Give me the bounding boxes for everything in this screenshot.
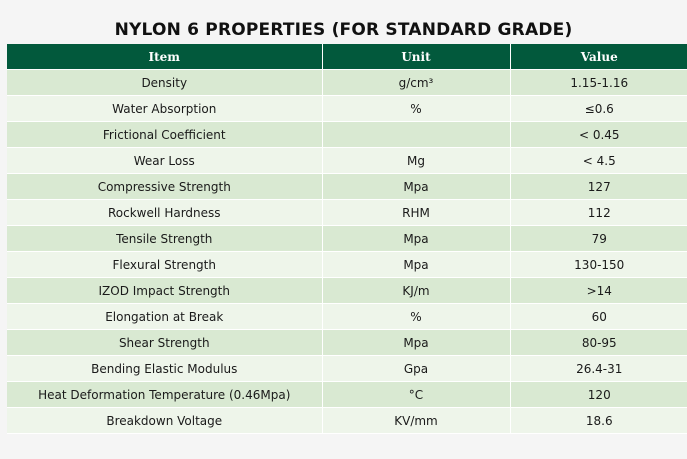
cell-value: >14 — [510, 277, 687, 304]
cell-unit: % — [322, 303, 511, 330]
table-row: IZOD Impact Strength KJ/m >14 — [7, 277, 687, 304]
cell-value: 1.15-1.16 — [510, 69, 687, 96]
cell-item: Flexural Strength — [7, 251, 323, 278]
cell-item: Bending Elastic Modulus — [7, 355, 323, 382]
table-header-row: Item Unit Value — [7, 44, 687, 70]
page-title: NYLON 6 PROPERTIES (FOR STANDARD GRADE) — [114, 20, 573, 41]
table-row: Tensile Strength Mpa 79 — [7, 225, 687, 252]
table-row: Frictional Coefficient < 0.45 — [7, 121, 687, 148]
cell-unit: % — [322, 95, 511, 122]
cell-unit: Mpa — [322, 173, 511, 200]
cell-value: < 0.45 — [510, 121, 687, 148]
table-row: Wear Loss Mg < 4.5 — [7, 147, 687, 174]
cell-value: 127 — [510, 173, 687, 200]
table-row: Density g/cm³ 1.15-1.16 — [7, 69, 687, 96]
cell-unit: Mpa — [322, 225, 511, 252]
cell-item: Water Absorption — [7, 95, 323, 122]
cell-value: 60 — [510, 303, 687, 330]
table-row: Flexural Strength Mpa 130-150 — [7, 251, 687, 278]
table-row: Heat Deformation Temperature (0.46Mpa) °… — [7, 381, 687, 408]
cell-value: 112 — [510, 199, 687, 226]
cell-unit: RHM — [322, 199, 511, 226]
table-row: Elongation at Break % 60 — [7, 303, 687, 330]
cell-unit — [322, 121, 511, 148]
cell-value: 120 — [510, 381, 687, 408]
cell-unit: g/cm³ — [322, 69, 511, 96]
table-row: Compressive Strength Mpa 127 — [7, 173, 687, 200]
cell-item: Shear Strength — [7, 329, 323, 356]
cell-item: Wear Loss — [7, 147, 323, 174]
table-row: Water Absorption % ≤0.6 — [7, 95, 687, 122]
cell-unit: Mg — [322, 147, 511, 174]
column-header-unit: Unit — [322, 44, 511, 70]
cell-item: Breakdown Voltage — [7, 407, 323, 434]
cell-value: 79 — [510, 225, 687, 252]
cell-value: 18.6 — [510, 407, 687, 434]
cell-unit: KJ/m — [322, 277, 511, 304]
table-row: Bending Elastic Modulus Gpa 26.4-31 — [7, 355, 687, 382]
cell-value: 130-150 — [510, 251, 687, 278]
cell-unit: Gpa — [322, 355, 511, 382]
cell-unit: Mpa — [322, 251, 511, 278]
cell-value: ≤0.6 — [510, 95, 687, 122]
cell-item: Frictional Coefficient — [7, 121, 323, 148]
cell-value: 26.4-31 — [510, 355, 687, 382]
cell-item: Density — [7, 69, 323, 96]
cell-item: Tensile Strength — [7, 225, 323, 252]
cell-item: Rockwell Hardness — [7, 199, 323, 226]
cell-unit: KV/mm — [322, 407, 511, 434]
cell-item: Compressive Strength — [7, 173, 323, 200]
cell-unit: Mpa — [322, 329, 511, 356]
table-row: Rockwell Hardness RHM 112 — [7, 199, 687, 226]
cell-value: < 4.5 — [510, 147, 687, 174]
table-row: Shear Strength Mpa 80-95 — [7, 329, 687, 356]
column-header-value: Value — [510, 44, 687, 70]
cell-item: Heat Deformation Temperature (0.46Mpa) — [7, 381, 323, 408]
properties-table: Item Unit Value Density g/cm³ 1.15-1.16 … — [7, 44, 687, 434]
cell-item: Elongation at Break — [7, 303, 323, 330]
cell-item: IZOD Impact Strength — [7, 277, 323, 304]
cell-unit: °C — [322, 381, 511, 408]
column-header-item: Item — [7, 44, 323, 70]
cell-value: 80-95 — [510, 329, 687, 356]
table-row: Breakdown Voltage KV/mm 18.6 — [7, 407, 687, 434]
